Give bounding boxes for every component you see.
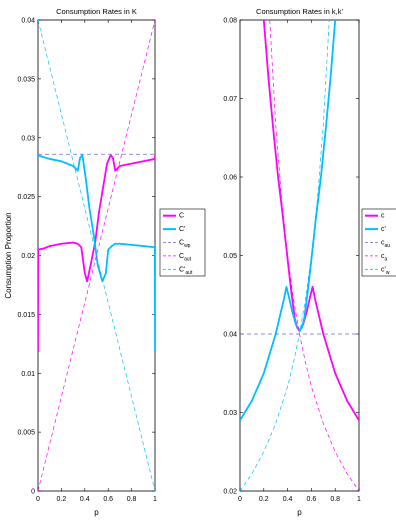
chart-title: Consumption Rates in k,k' [256, 7, 343, 16]
y-tick-label: 0.035 [17, 76, 35, 83]
legend-subscript: a [385, 256, 388, 262]
x-tick-label: 0.6 [307, 496, 317, 503]
legend-label-2: C' [179, 226, 185, 233]
x-tick-label: 1 [153, 496, 157, 503]
series-group [240, 20, 359, 491]
series-line-c [262, 20, 359, 421]
x-tick-label: 0.4 [283, 496, 293, 503]
y-tick-label: 0.07 [223, 96, 237, 103]
legend-main-text: C' [179, 266, 185, 273]
chart-title: Consumption Rates in K [56, 7, 137, 16]
x-axis-label: p [94, 508, 99, 517]
plot-area-frame [239, 19, 360, 492]
series-group [38, 20, 155, 491]
series-line-c-prime [38, 154, 155, 353]
legend-main-text: C [179, 213, 184, 220]
y-tick-label: 0.015 [17, 312, 35, 319]
y-tick-label: 0.02 [21, 253, 35, 260]
legend-label-2: c' [381, 226, 386, 233]
x-tick-label: 0.2 [259, 496, 269, 503]
legend-main-text: C' [179, 226, 185, 233]
legend-main-text: c' [381, 266, 386, 273]
legend-main-text: C [179, 253, 184, 260]
legend-label-1: C [179, 213, 184, 220]
x-tick-label: 0 [36, 496, 40, 503]
y-axis-label: Consumption Proportion [4, 212, 13, 298]
legend-label-3: cau [381, 240, 390, 250]
x-tick-label: 1 [357, 496, 361, 503]
y-tick-label: 0 [31, 489, 35, 496]
legend-label-4: ca [381, 253, 388, 263]
x-tick-label: 0.2 [57, 496, 67, 503]
series-line-c-a [269, 20, 359, 491]
legend-main-text: c [381, 240, 385, 247]
legend-label-5: c'w [381, 266, 390, 276]
legend-subscript: wp [184, 243, 191, 249]
legend-label-5: C'aut [179, 266, 193, 276]
y-tick-label: 0.03 [223, 410, 237, 417]
x-tick-label: 0.8 [127, 496, 137, 503]
legend-label-4: Caut [179, 253, 192, 263]
y-tick-label: 0.04 [223, 332, 237, 339]
series-line-c-prime [240, 20, 337, 421]
series-line-c-prime-aut [38, 20, 155, 491]
x-tick-label: 0.8 [330, 496, 340, 503]
legend-box [159, 208, 206, 277]
y-tick-label: 0.025 [17, 194, 35, 201]
x-tick-label: 0 [238, 496, 242, 503]
y-tick-label: 0.03 [21, 135, 35, 142]
series-line-c-prime-w [240, 20, 330, 491]
legend-main-text: c [381, 253, 385, 260]
legend-label-1: c [381, 213, 385, 220]
legend-label-3: Cwp [179, 240, 191, 250]
y-tick-label: 0.02 [223, 489, 237, 496]
chart-consumption-rates-K: Consumption Rates in K 0 0.2 0.4 0.6 0.8 1 0 0.0… [4, 7, 206, 517]
series-line-c-aut [38, 20, 155, 491]
y-tick-label: 0.05 [223, 253, 237, 260]
chart-consumption-rates-kk: Consumption Rates in k,k' 0 0.2 0.4 0.6 0.8 1 0… [223, 7, 396, 517]
y-tick-label: 0.04 [21, 18, 35, 25]
legend-subscript: au [385, 243, 391, 249]
y-tick-label: 0.08 [223, 18, 237, 25]
legend-main-text: c [381, 213, 385, 220]
legend-subscript: w [386, 270, 390, 276]
y-tick-label: 0.06 [223, 175, 237, 182]
legend-main-text: C [179, 240, 184, 247]
legend-main-text: c' [381, 226, 386, 233]
x-axis-label: p [297, 508, 302, 517]
x-tick-label: 0.4 [80, 496, 90, 503]
x-tick-label: 0.6 [103, 496, 113, 503]
y-tick-label: 0.01 [21, 371, 35, 378]
legend-subscript: aut [185, 270, 193, 276]
legend-subscript: aut [184, 256, 192, 262]
y-tick-label: 0.005 [17, 430, 35, 437]
